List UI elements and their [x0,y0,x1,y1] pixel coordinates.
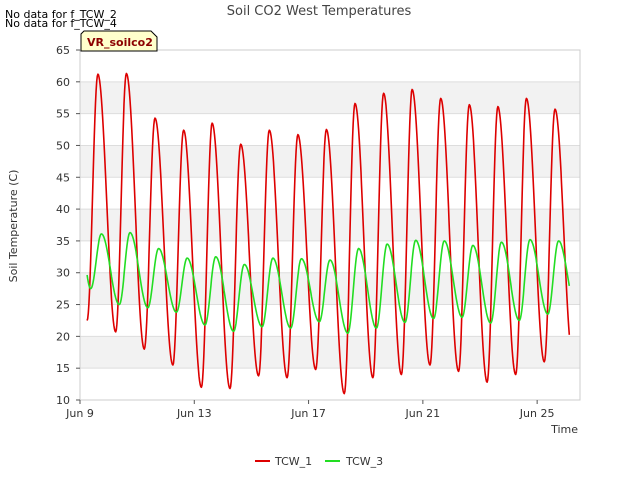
y-tick-label: 35 [56,235,70,248]
series-line-tcw-1 [86,72,571,395]
y-tick-label: 65 [56,44,70,57]
band [80,81,580,114]
y-tick-label: 45 [56,171,70,184]
y-tick-label: 30 [56,267,70,280]
station-label: VR_soilco2 [87,36,153,49]
y-axis: 10 15 20 25 30 35 40 45 50 55 60 65 [56,44,80,407]
chart-title: Soil CO2 West Temperatures [227,4,412,19]
series-line-tcw-3 [86,231,571,334]
y-tick-label: 50 [56,139,70,152]
no-data-note-tcw-4: No data for f_TCW_4 [5,17,117,30]
y-tick-label: 60 [56,76,70,89]
y-tick-label: 20 [56,330,70,343]
band [80,336,580,369]
legend-label-tcw-1: TCW_1 [274,455,312,468]
y-tick-label: 40 [56,203,70,216]
x-tick-label: Jun 25 [519,407,555,420]
x-axis-label: Time [550,423,578,436]
y-axis-label: Soil Temperature (C) [7,170,20,283]
x-axis: Jun 9 Jun 13 Jun 17 Jun 21 Jun 25 [65,400,554,420]
legend: TCW_1 TCW_3 [255,455,383,468]
y-tick-label: 25 [56,299,70,312]
x-tick-label: Jun 17 [290,407,326,420]
legend-label-tcw-3: TCW_3 [345,455,383,468]
band [80,272,580,305]
no-data-note-tcw-2: No data for f_TCW_2 [5,8,117,21]
plot-area-frame [79,49,581,401]
y-tick-label: 10 [56,394,70,407]
series-layer [86,72,571,395]
y-tick-label: 15 [56,362,70,375]
x-tick-label: Jun 9 [65,407,94,420]
y-tick-label: 55 [56,108,70,121]
background-bands [80,81,580,369]
x-tick-label: Jun 13 [176,407,212,420]
station-label-box: VR_soilco2 [80,30,158,52]
x-tick-label: Jun 21 [405,407,441,420]
